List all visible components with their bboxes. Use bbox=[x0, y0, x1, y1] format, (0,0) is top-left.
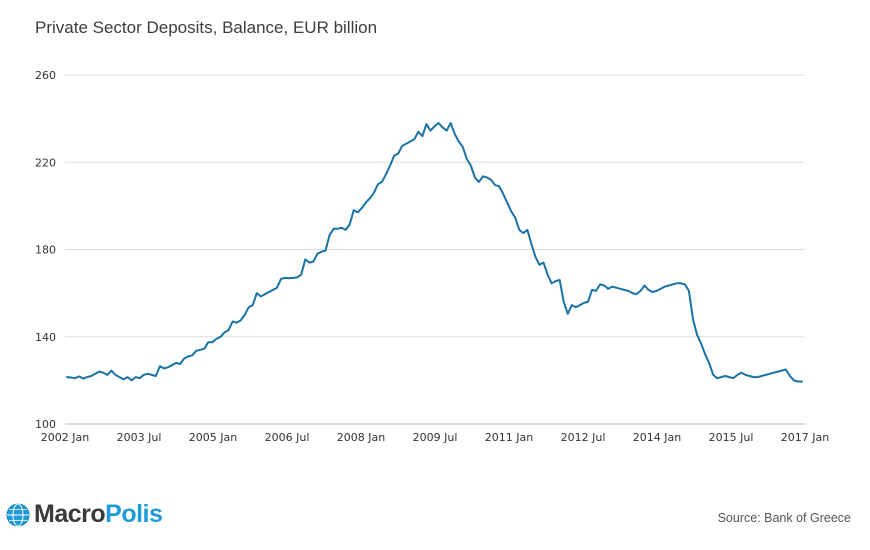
y-tick-label: 100 bbox=[35, 418, 56, 431]
chart-title: Private Sector Deposits, Balance, EUR bi… bbox=[35, 18, 378, 37]
x-tick-label: 2002 Jan bbox=[41, 431, 89, 444]
x-axis-labels: 2002 Jan 2003 Jul 2005 Jan 2006 Jul 2008 Jan… bbox=[41, 431, 829, 444]
x-tick-label: 2014 Jan bbox=[633, 431, 681, 444]
macropolis-logo[interactable]: Macro Polis bbox=[5, 500, 163, 529]
y-tick-label: 220 bbox=[35, 156, 56, 169]
globe-logo-icon bbox=[6, 503, 30, 526]
x-tick-label: 2008 Jan bbox=[337, 431, 385, 444]
x-tick-label: 2005 Jan bbox=[189, 431, 237, 444]
logo-text-polis: Polis bbox=[105, 500, 163, 528]
gridlines bbox=[65, 74, 805, 425]
x-tick-label: 2003 Jul bbox=[117, 431, 162, 444]
source-note: Source: Bank of Greece bbox=[717, 511, 851, 525]
x-tick-label: 2015 Jul bbox=[709, 431, 754, 444]
x-tick-label: 2012 Jul bbox=[561, 431, 606, 444]
series-layer bbox=[66, 122, 803, 383]
y-tick-label: 180 bbox=[35, 244, 56, 257]
y-tick-label: 260 bbox=[35, 69, 56, 82]
x-tick-label: 2006 Jul bbox=[265, 431, 310, 444]
logo-text-macro: Macro bbox=[34, 500, 106, 528]
x-tick-label: 2011 Jan bbox=[485, 431, 533, 444]
series-line bbox=[66, 122, 803, 383]
x-tick-label: 2017 Jan bbox=[781, 431, 829, 444]
x-tick-label: 2009 Jul bbox=[413, 431, 458, 444]
y-axis-labels: 100 140 180 220 260 bbox=[35, 69, 56, 431]
y-tick-label: 140 bbox=[35, 331, 56, 344]
